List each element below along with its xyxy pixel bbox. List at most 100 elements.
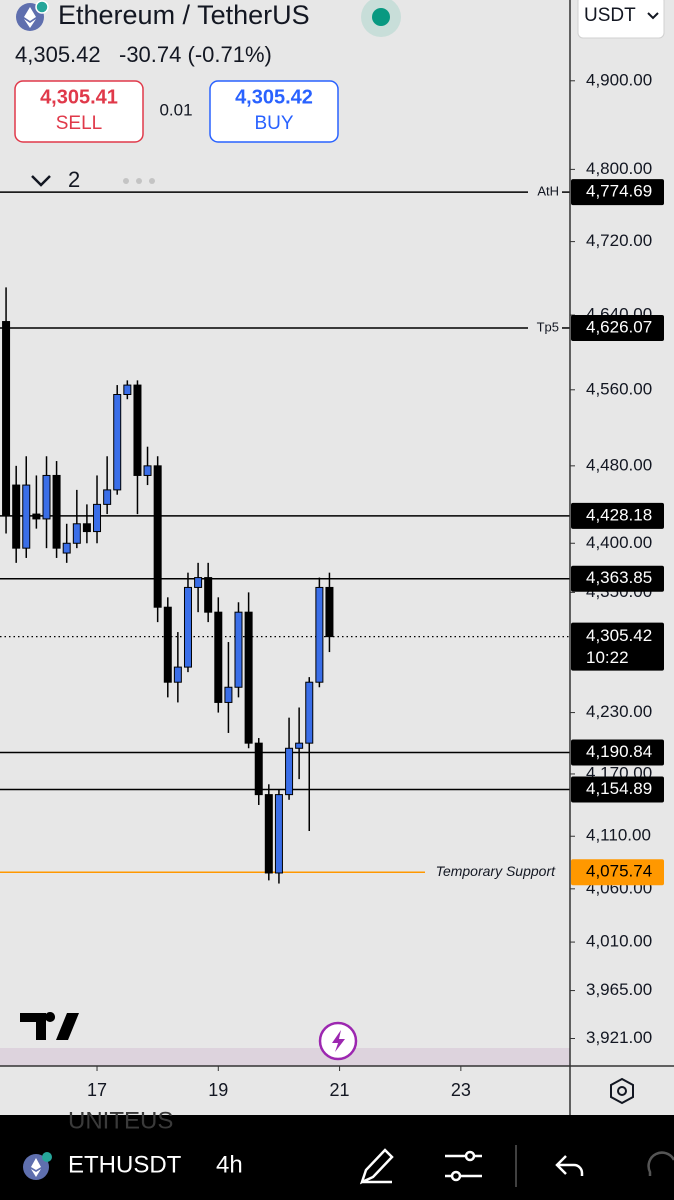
y-tick-label: 4,560.00 (586, 379, 652, 398)
y-tick-label: 4,400.00 (586, 533, 652, 552)
candle-body (295, 742, 304, 749)
undo[interactable] (555, 1155, 584, 1176)
eth-logo (31, 1158, 41, 1177)
price-change: -30.74 (-0.71%) (119, 42, 272, 67)
current-price-label: 4,305.42 (586, 626, 652, 645)
candle-body (254, 742, 263, 796)
candle-body (32, 513, 41, 520)
candle-body (183, 586, 192, 668)
x-tick-label: 21 (330, 1080, 350, 1100)
buy-button[interactable] (209, 80, 339, 143)
buy-label: BUY (254, 113, 293, 134)
level-name: Temporary Support (436, 863, 556, 879)
level-badge (571, 565, 664, 592)
draw-tool[interactable] (359, 1148, 394, 1185)
countdown: 10:22 (586, 648, 629, 667)
candle-body (285, 747, 294, 796)
candle-body (244, 611, 253, 744)
level-badge (571, 776, 664, 803)
candle-body (52, 474, 61, 549)
indicator-count: 2 (68, 167, 80, 192)
candle-body (315, 586, 324, 683)
candle-body (123, 384, 132, 396)
symbol[interactable]: ETHUSDT (68, 1151, 182, 1178)
level-name: AtH (537, 184, 559, 199)
level-label: 4,075.74 (586, 862, 652, 881)
tether-badge (42, 1152, 52, 1162)
level-badge (571, 502, 664, 529)
candle-body (82, 523, 91, 533)
current-price-badge (571, 622, 664, 671)
settings-icon-core (617, 1086, 627, 1096)
candle-body (305, 681, 314, 744)
candle-body (264, 794, 273, 874)
settings-icon[interactable] (610, 1077, 634, 1105)
candle-body (153, 465, 162, 608)
candle-body (93, 503, 102, 533)
sell-price: 4,305.41 (40, 86, 118, 108)
flash-icon (332, 1030, 345, 1052)
candle-body (103, 489, 112, 505)
spread: 0.01 (159, 100, 192, 119)
y-tick-label: 4,900.00 (586, 70, 652, 89)
chevron (647, 12, 659, 20)
candle-body (325, 586, 334, 638)
indicators-tool[interactable] (445, 1150, 482, 1182)
candle-body (163, 606, 172, 683)
level-badge (571, 314, 664, 341)
y-tick-label: 4,010.00 (586, 932, 652, 951)
candle-body (274, 794, 283, 874)
level-label: 4,428.18 (586, 505, 652, 524)
y-tick-label: 4,230.00 (586, 702, 652, 721)
x-tick-label: 19 (208, 1080, 228, 1100)
tether-badge (35, 0, 49, 14)
level-label: 4,190.84 (586, 742, 652, 761)
x-tick-label: 23 (451, 1080, 471, 1100)
candle-body (72, 523, 81, 544)
market-status (372, 8, 390, 26)
dot (149, 178, 155, 184)
x-tick-label: 17 (87, 1080, 107, 1100)
y-tick-label: 4,110.00 (586, 826, 651, 845)
candle-body (173, 666, 182, 683)
y-tick-label: 4,800.00 (586, 159, 652, 178)
y-tick-label: 4,480.00 (586, 455, 652, 474)
interval[interactable]: 4h (216, 1151, 243, 1178)
dot (136, 178, 142, 184)
level-name: Tp5 (537, 319, 559, 334)
y-tick-label: 3,921.00 (586, 1028, 652, 1047)
candle-body (22, 484, 31, 549)
symbol-title[interactable]: Ethereum / TetherUS (58, 0, 310, 30)
sell-label: SELL (56, 113, 102, 134)
level-label: 4,363.85 (586, 568, 652, 587)
watermark: UNITEUS (68, 1107, 173, 1134)
level-badge (571, 739, 664, 766)
buy-price: 4,305.42 (235, 86, 313, 108)
candle-body (62, 542, 71, 554)
y-tick-label: 4,720.00 (586, 231, 652, 250)
sell-button[interactable] (14, 80, 144, 143)
currency-select[interactable] (577, 0, 665, 39)
level-badge (571, 179, 664, 206)
y-tick-label: 3,965.00 (586, 980, 652, 999)
candle-body (2, 321, 11, 516)
candle-body (143, 465, 152, 476)
candle-body (224, 686, 233, 703)
eth-logo (24, 7, 36, 28)
candle-body (42, 474, 51, 520)
redo[interactable] (647, 1151, 674, 1176)
candle-body (204, 577, 213, 613)
plot: AtH Tp5 Temporary Support (0, 184, 570, 884)
dot (123, 178, 129, 184)
collapse-indicators[interactable] (31, 175, 51, 187)
candle-body (194, 577, 203, 588)
candle-body (234, 611, 243, 688)
level-label: 4,626.07 (586, 317, 652, 336)
volume-band (0, 1048, 570, 1066)
candle-body (133, 384, 142, 476)
currency: USDT (584, 5, 636, 26)
level-badge (571, 859, 664, 886)
candle-body (113, 394, 122, 491)
